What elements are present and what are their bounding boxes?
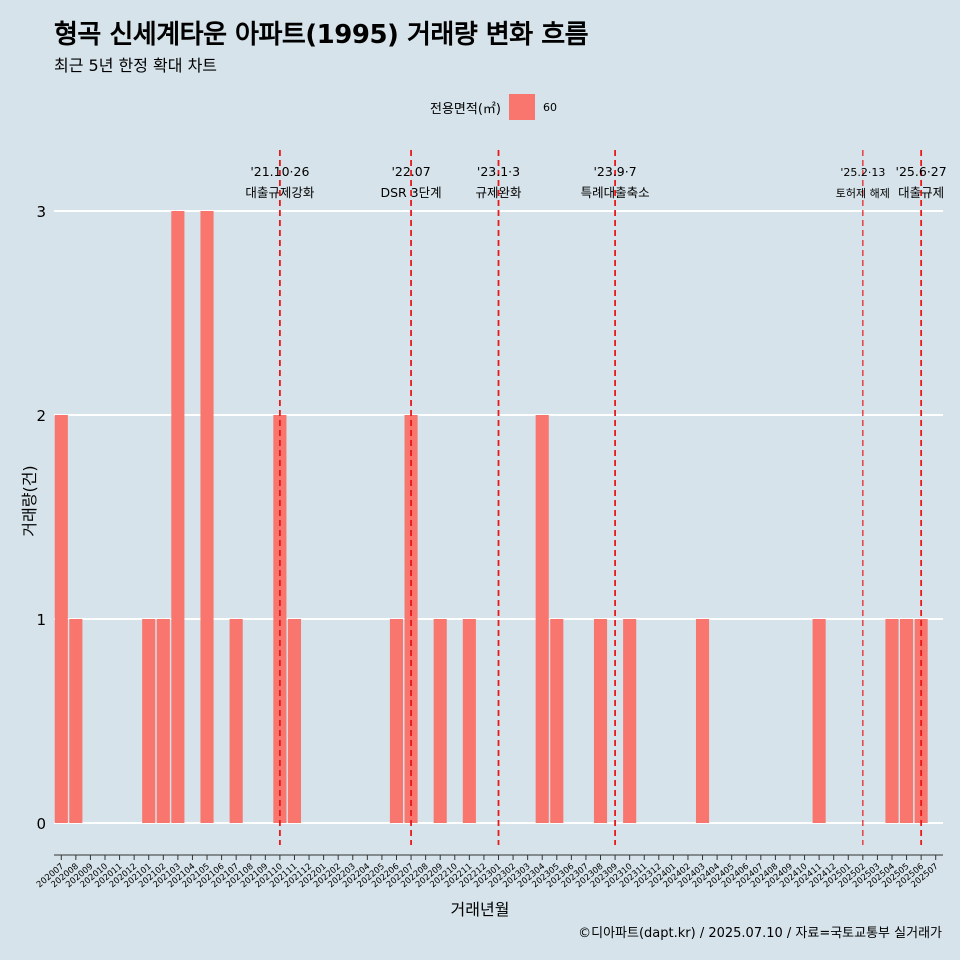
bar	[462, 619, 476, 823]
bar	[404, 415, 418, 823]
event-label: 특례대출축소	[581, 185, 650, 200]
event-date-label: '21.10·26	[250, 164, 309, 179]
event-date-label: '23.1·3	[477, 164, 520, 179]
bar	[885, 619, 899, 823]
y-tick-label: 3	[36, 203, 46, 221]
bar	[812, 619, 826, 823]
bar	[389, 619, 404, 823]
bar	[273, 415, 287, 823]
y-tick-label: 2	[36, 407, 46, 425]
source-caption: ©디아파트(dapt.kr) / 2025.07.10 / 자료=국토교통부 실…	[578, 926, 942, 941]
bar	[593, 619, 608, 823]
y-tick-label: 1	[36, 611, 46, 629]
bar	[171, 211, 185, 823]
bar	[433, 619, 447, 823]
chart-title: 형곡 신세계타운 아파트(1995) 거래량 변화 흐름	[54, 20, 589, 50]
event-label: 대출규제	[898, 185, 944, 200]
bar	[229, 619, 243, 823]
bar	[287, 619, 302, 823]
bar	[550, 619, 564, 823]
legend-key	[508, 94, 535, 120]
bar	[156, 619, 170, 823]
y-tick-label: 0	[36, 815, 46, 833]
x-axis-title: 거래년월	[450, 900, 510, 919]
event-label: 대출규제강화	[245, 185, 315, 200]
event-date-label: '25.6·27	[896, 164, 947, 179]
bar	[623, 619, 637, 823]
bar	[535, 415, 549, 823]
bar	[54, 415, 68, 823]
chart-subtitle: 최근 5년 한정 확대 차트	[54, 56, 218, 75]
event-label: 토허제 해제	[836, 186, 890, 200]
bar	[200, 211, 214, 823]
bar	[69, 619, 83, 823]
bar	[695, 619, 710, 823]
y-axis-title: 거래량(건)	[20, 465, 39, 537]
event-date-label: '22.07	[391, 164, 430, 179]
event-label: DSR 3단계	[380, 185, 441, 200]
bar	[900, 619, 914, 823]
event-date-label: '23.9·7	[593, 164, 636, 179]
event-date-label: '25.2·13	[840, 166, 885, 179]
bar	[142, 619, 156, 823]
legend: 전용면적(㎡) 60	[430, 94, 557, 120]
legend-title: 전용면적(㎡)	[430, 101, 501, 117]
event-label: 규제완화	[475, 185, 522, 200]
legend-label: 60	[542, 100, 557, 114]
